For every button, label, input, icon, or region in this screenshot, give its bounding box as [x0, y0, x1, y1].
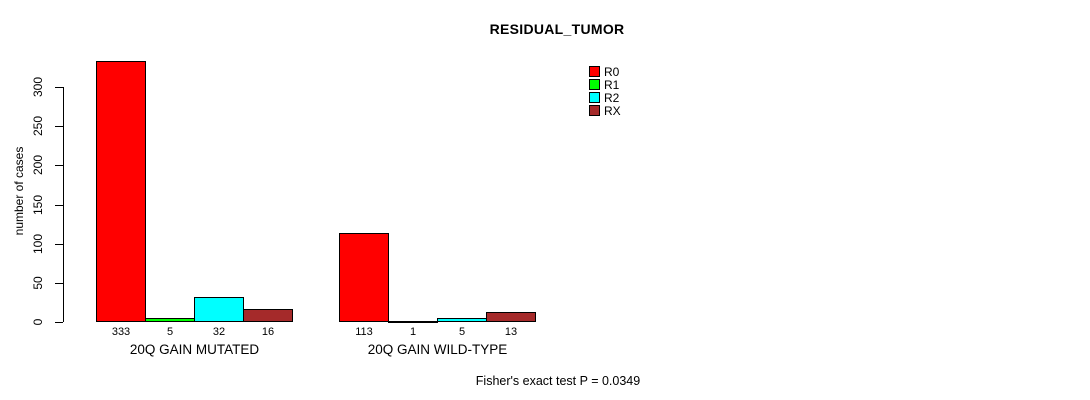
bar-value-label: 32	[212, 326, 226, 338]
y-tick	[55, 282, 63, 284]
bar-r2-group2	[437, 318, 487, 322]
y-tick	[55, 165, 63, 167]
legend-label-r0: R0	[604, 65, 620, 79]
y-tick	[55, 126, 63, 128]
y-tick-label: 100	[31, 233, 45, 254]
bar-value-label: 5	[458, 326, 466, 338]
x-category-label: 20Q GAIN MUTATED	[129, 342, 260, 357]
legend-swatch-r0	[589, 66, 600, 77]
legend-label-r2: R2	[604, 91, 620, 105]
x-category-label: 20Q GAIN WILD-TYPE	[367, 342, 508, 357]
y-tick	[55, 243, 63, 245]
bar-r2-group1	[194, 297, 244, 322]
legend-label-rx: RX	[604, 104, 621, 118]
bar-r0-group2	[339, 233, 389, 322]
y-tick	[55, 322, 63, 323]
bar-value-label: 13	[504, 326, 518, 338]
y-tick-label: 200	[31, 155, 45, 176]
legend-swatch-r1	[589, 79, 600, 90]
y-tick	[55, 87, 63, 88]
y-tick-label: 0	[31, 318, 45, 326]
bar-value-label: 5	[166, 326, 174, 338]
legend-label-r1: R1	[604, 78, 620, 92]
bar-r0-group1	[96, 61, 146, 322]
bar-value-label: 333	[111, 326, 131, 338]
bar-rx-group1	[243, 309, 293, 322]
bar-value-label: 1	[409, 326, 417, 338]
y-tick-label: 50	[31, 276, 45, 290]
bar-value-label: 16	[261, 326, 275, 338]
y-tick	[55, 204, 63, 206]
y-tick-label: 250	[31, 116, 45, 137]
bar-rx-group2	[486, 312, 536, 322]
bar-value-label: 113	[355, 326, 373, 338]
legend-swatch-rx	[589, 105, 600, 116]
y-axis-line	[63, 87, 64, 322]
y-tick-label: 150	[31, 194, 45, 215]
legend-swatch-r2	[589, 92, 600, 103]
y-tick-label: 300	[31, 76, 45, 98]
y-axis-label: number of cases	[12, 146, 26, 236]
fisher-test-annotation: Fisher's exact test P = 0.0349	[475, 374, 641, 388]
chart-title: RESIDUAL_TUMOR	[489, 21, 625, 37]
bar-r1-group1	[145, 318, 195, 322]
bar-r1-group2	[388, 321, 438, 323]
